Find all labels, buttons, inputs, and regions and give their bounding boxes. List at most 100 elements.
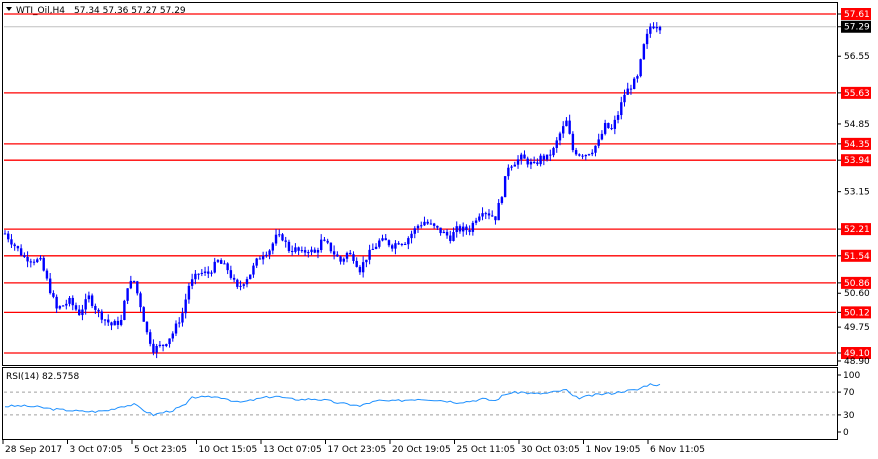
candle[interactable] — [68, 296, 71, 307]
candle[interactable] — [368, 244, 371, 265]
candle[interactable] — [532, 156, 536, 164]
candle[interactable] — [623, 89, 626, 107]
candle[interactable] — [574, 147, 578, 156]
candle[interactable] — [513, 161, 517, 167]
candle[interactable] — [316, 247, 320, 259]
candle[interactable] — [355, 257, 358, 268]
candle[interactable] — [481, 207, 484, 221]
candle[interactable] — [145, 321, 149, 335]
candle[interactable] — [629, 84, 633, 95]
candle[interactable] — [497, 199, 500, 221]
candle[interactable] — [42, 255, 45, 272]
candle[interactable] — [610, 124, 613, 131]
candle[interactable] — [310, 246, 313, 256]
candle[interactable] — [429, 219, 433, 225]
candle[interactable] — [148, 329, 152, 347]
candle[interactable] — [655, 22, 658, 33]
candle[interactable] — [578, 153, 581, 157]
candle[interactable] — [345, 251, 349, 263]
candle[interactable] — [645, 29, 649, 49]
candle[interactable] — [290, 245, 294, 256]
candle[interactable] — [39, 255, 42, 261]
candle[interactable] — [268, 249, 271, 260]
candle[interactable] — [516, 155, 520, 169]
candle[interactable] — [74, 302, 78, 312]
rsi-panel[interactable] — [2, 367, 838, 440]
chart-menu-triangle-icon[interactable] — [6, 7, 12, 11]
candle[interactable] — [13, 242, 16, 251]
candle[interactable] — [507, 164, 510, 180]
candle[interactable] — [252, 262, 255, 278]
candle[interactable] — [7, 230, 10, 243]
candle[interactable] — [478, 213, 481, 222]
candle[interactable] — [381, 234, 384, 242]
candle[interactable] — [387, 239, 391, 248]
candle[interactable] — [119, 314, 123, 327]
candle[interactable] — [620, 96, 623, 120]
candle[interactable] — [300, 246, 304, 253]
candle[interactable] — [632, 77, 636, 90]
candle[interactable] — [432, 222, 436, 229]
candle[interactable] — [139, 291, 142, 312]
candle[interactable] — [484, 211, 487, 220]
candle[interactable] — [65, 299, 68, 310]
candle[interactable] — [461, 222, 465, 237]
candle[interactable] — [16, 245, 20, 252]
candle[interactable] — [336, 251, 339, 257]
candle[interactable] — [274, 229, 278, 246]
candle[interactable] — [597, 133, 600, 149]
candle[interactable] — [194, 270, 197, 285]
candle[interactable] — [261, 251, 265, 265]
candle[interactable] — [607, 122, 610, 129]
candle[interactable] — [142, 306, 145, 322]
candle[interactable] — [229, 265, 233, 280]
candle[interactable] — [58, 305, 62, 310]
candle[interactable] — [165, 343, 168, 348]
candle[interactable] — [523, 150, 526, 159]
candle[interactable] — [320, 234, 323, 253]
candle[interactable] — [413, 226, 416, 239]
candle[interactable] — [491, 210, 494, 217]
candle[interactable] — [45, 268, 49, 281]
candle[interactable] — [3, 230, 7, 235]
candle[interactable] — [255, 257, 258, 269]
candle[interactable] — [52, 290, 55, 299]
candle[interactable] — [552, 146, 555, 158]
candle[interactable] — [603, 119, 607, 136]
candle[interactable] — [584, 154, 587, 161]
candle[interactable] — [10, 234, 13, 249]
candle[interactable] — [342, 257, 345, 265]
candle[interactable] — [197, 273, 200, 280]
candle[interactable] — [465, 224, 468, 235]
candle[interactable] — [326, 238, 329, 245]
candle[interactable] — [436, 225, 439, 231]
candle[interactable] — [568, 114, 571, 135]
candle[interactable] — [545, 154, 549, 162]
candle[interactable] — [332, 245, 336, 260]
candle[interactable] — [329, 242, 333, 254]
candle[interactable] — [19, 244, 23, 257]
candle[interactable] — [416, 224, 420, 233]
candle[interactable] — [449, 230, 452, 244]
candle[interactable] — [587, 153, 591, 156]
candle[interactable] — [161, 344, 165, 352]
candle[interactable] — [152, 339, 155, 356]
candle[interactable] — [287, 239, 291, 253]
candle[interactable] — [539, 153, 542, 167]
candle[interactable] — [500, 196, 504, 205]
candle[interactable] — [81, 304, 84, 321]
candle[interactable] — [323, 237, 326, 242]
candle[interactable] — [242, 283, 245, 289]
candle[interactable] — [384, 234, 387, 241]
candle[interactable] — [236, 278, 239, 289]
candle[interactable] — [600, 130, 604, 141]
candle[interactable] — [23, 252, 26, 259]
candle[interactable] — [158, 340, 162, 348]
candle[interactable] — [55, 294, 58, 313]
candle[interactable] — [361, 256, 365, 278]
candle[interactable] — [503, 176, 507, 198]
candle[interactable] — [78, 305, 81, 316]
candle[interactable] — [339, 255, 342, 265]
candle[interactable] — [410, 230, 413, 244]
candle[interactable] — [190, 273, 194, 290]
